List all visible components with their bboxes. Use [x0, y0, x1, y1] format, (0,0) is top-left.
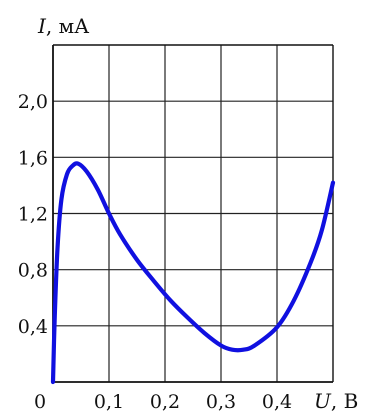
y-axis-unit: , мА — [46, 14, 89, 38]
y-axis-symbol: I — [37, 14, 47, 38]
x-axis-title: U, В — [314, 389, 358, 412]
x-axis-symbol: U — [314, 389, 332, 412]
x-tick-label: 0,1 — [94, 391, 124, 412]
x-tick-label: 0,3 — [206, 391, 236, 412]
y-tick-label: 1,2 — [18, 204, 48, 226]
y-tick-label: 0,4 — [18, 316, 48, 338]
x-tick-label: 0,4 — [262, 391, 292, 412]
x-axis-unit: , В — [331, 389, 358, 412]
labels: I, мА U, В 0 0,1 0,2 0,3 0,4 0,4 0,8 1,2 1,6 2,0 — [18, 14, 359, 412]
y-tick-label: 1,6 — [18, 147, 48, 169]
x-tick-label: 0,2 — [150, 391, 180, 412]
y-tick-label: 2,0 — [18, 91, 48, 113]
origin-label: 0 — [34, 391, 46, 412]
iv-curve — [50, 161, 336, 385]
curve — [50, 161, 336, 385]
y-tick-label: 0,8 — [18, 260, 48, 282]
grid — [53, 45, 333, 382]
y-axis-title: I, мА — [37, 14, 89, 38]
